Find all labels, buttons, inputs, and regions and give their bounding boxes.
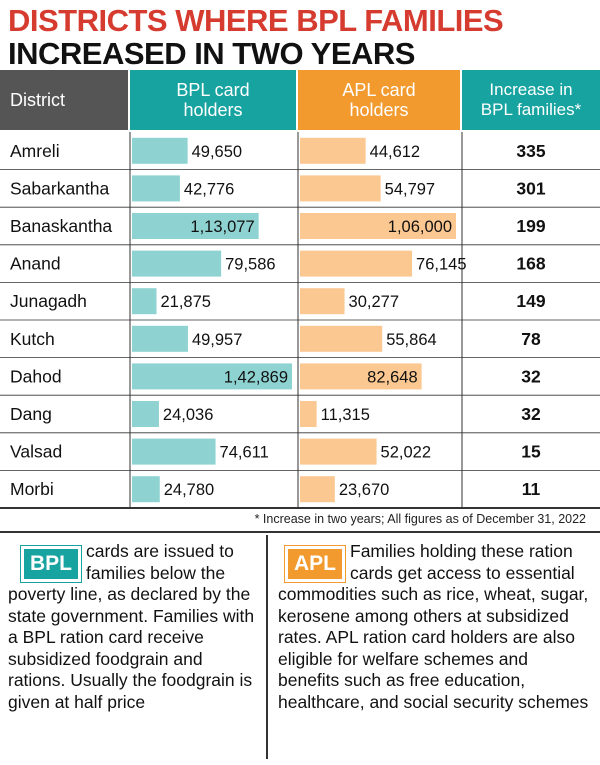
bpl-header-line-1: BPL card	[176, 80, 250, 100]
district-label: Kutch	[10, 329, 55, 349]
apl-explainer: APL Families holding these ration cards …	[270, 533, 600, 755]
apl-column-header: APL card holders	[298, 70, 460, 130]
apl-bar	[300, 288, 345, 315]
table-bottom-rule	[0, 507, 600, 509]
apl-value-label: 44,612	[370, 143, 420, 161]
district-label: Dahod	[10, 366, 62, 386]
apl-bar	[300, 438, 377, 465]
apl-bar	[300, 325, 383, 352]
increase-value-label: 301	[516, 178, 545, 198]
increase-value-label: 32	[521, 366, 541, 386]
district-label: Morbi	[10, 479, 54, 499]
apl-header-line-1: APL card	[342, 80, 416, 100]
bpl-bar	[132, 213, 259, 239]
district-label: Anand	[10, 254, 61, 274]
bpl-value-label: 24,780	[164, 481, 214, 499]
district-label: Dang	[10, 404, 52, 424]
district-column-header: District	[0, 70, 128, 130]
bpl-bar	[132, 175, 180, 202]
apl-value-label: 1,06,000	[388, 218, 452, 236]
increase-value-label: 335	[516, 141, 545, 161]
infographic-title: DISTRICTS WHERE BPL FAMILIES INCREASED I…	[8, 4, 592, 70]
bpl-value-label: 42,776	[184, 180, 234, 198]
increase-header-line-1: Increase in	[489, 80, 573, 99]
bpl-bar	[132, 401, 159, 427]
bpl-badge: BPL	[21, 546, 81, 582]
apl-header-line-2: holders	[349, 100, 409, 120]
apl-bar	[300, 137, 366, 164]
apl-value-label: 54,797	[385, 180, 435, 198]
apl-value-label: 82,648	[367, 368, 417, 386]
apl-value-label: 55,864	[386, 331, 436, 349]
apl-bar	[300, 250, 413, 277]
apl-value-label: 23,670	[339, 481, 389, 499]
footnote: * Increase in two years; All figures as …	[254, 512, 586, 526]
increase-value-label: 168	[516, 254, 545, 274]
increase-value-label: 15	[521, 442, 541, 462]
apl-bar	[300, 401, 317, 427]
increase-value-label: 149	[516, 291, 545, 311]
bpl-bar	[132, 363, 292, 390]
district-label: Valsad	[10, 442, 62, 462]
district-label: Junagadh	[10, 291, 87, 311]
bpl-column-header: BPL card holders	[130, 70, 296, 130]
apl-bar	[300, 476, 335, 503]
apl-value-label: 52,022	[381, 444, 431, 462]
bpl-bar	[132, 325, 188, 352]
district-label: Sabarkantha	[10, 178, 110, 198]
bpl-value-label: 49,650	[192, 143, 242, 161]
bpl-header-line-2: holders	[183, 100, 243, 120]
apl-badge: APL	[288, 549, 342, 579]
district-label: Banaskantha	[10, 216, 112, 236]
apl-value-label: 30,277	[349, 293, 399, 311]
apl-bar	[300, 363, 422, 390]
table-header: District BPL card holders APL card holders…	[0, 70, 600, 130]
apl-value-label: 76,145	[416, 256, 466, 274]
bpl-value-label: 1,13,077	[190, 218, 254, 236]
bpl-bar	[132, 137, 188, 164]
apl-bar	[300, 175, 381, 202]
increase-column-header: Increase in BPL families*	[462, 70, 600, 130]
district-table-chart: Amreli 49,650 44,612 335 Sabarkantha 42,776 54…	[0, 132, 600, 509]
apl-bar	[300, 213, 456, 239]
bpl-value-label: 1,42,869	[224, 368, 288, 386]
title-line-2: INCREASED IN TWO YEARS	[8, 36, 415, 71]
apl-explainer-text: Families holding these ration cards get …	[278, 541, 589, 712]
increase-header-line-2: BPL families*	[480, 100, 582, 119]
bpl-value-label: 24,036	[163, 406, 213, 424]
explainer-divider	[266, 535, 268, 759]
district-label: Amreli	[10, 141, 60, 161]
bpl-bar	[132, 250, 222, 277]
increase-value-label: 32	[521, 404, 541, 424]
bpl-value-label: 79,586	[225, 256, 275, 274]
increase-value-label: 199	[516, 216, 545, 236]
apl-value-label: 11,315	[321, 406, 370, 424]
bpl-bar	[132, 438, 216, 465]
bpl-value-label: 74,611	[220, 444, 269, 462]
bpl-bar	[132, 288, 157, 315]
bpl-bar	[132, 476, 160, 503]
footnote-rule	[0, 531, 600, 533]
bpl-value-label: 21,875	[160, 293, 210, 311]
title-line-1: DISTRICTS WHERE BPL FAMILIES	[8, 3, 504, 38]
increase-value-label: 11	[522, 479, 541, 499]
bpl-explainer: BPL cards are issued to families below t…	[0, 533, 265, 755]
increase-value-label: 78	[521, 329, 541, 349]
bpl-explainer-text: cards are issued to families below the p…	[8, 541, 255, 712]
bpl-value-label: 49,957	[192, 331, 242, 349]
